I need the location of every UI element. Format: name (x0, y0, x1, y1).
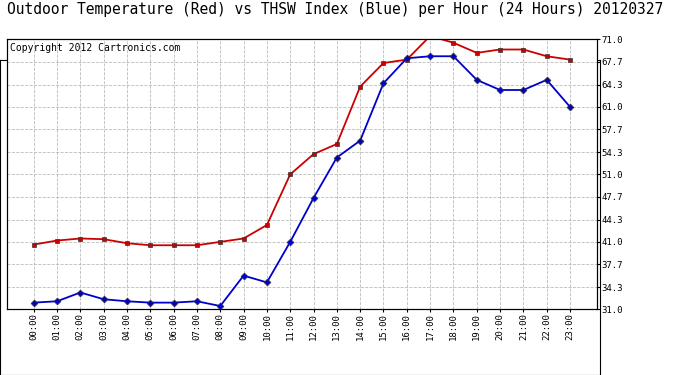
Text: Outdoor Temperature (Red) vs THSW Index (Blue) per Hour (24 Hours) 20120327: Outdoor Temperature (Red) vs THSW Index … (7, 2, 663, 17)
Text: Copyright 2012 Cartronics.com: Copyright 2012 Cartronics.com (10, 44, 180, 53)
